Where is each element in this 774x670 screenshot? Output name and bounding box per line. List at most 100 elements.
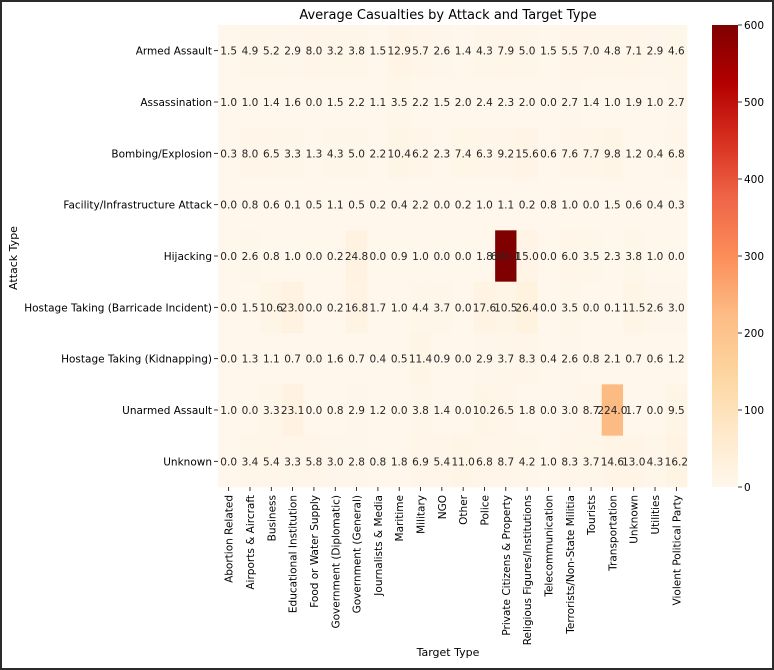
cell-value-label: 2.2 xyxy=(412,200,429,212)
cell-value-label: 0.8 xyxy=(327,405,344,417)
cell-value-label: 14.6 xyxy=(601,456,625,468)
heatmap-cell xyxy=(665,76,688,129)
colorbar-tick-label: 0 xyxy=(744,482,751,494)
cell-value-label: 0.4 xyxy=(647,200,664,212)
cell-value-label: 1.5 xyxy=(540,46,557,58)
heatmap-cell xyxy=(495,76,517,129)
y-tick-label: Hostage Taking (Barricade Incident) xyxy=(24,302,212,314)
cell-value-label: 3.4 xyxy=(242,456,259,468)
heatmap-cell xyxy=(665,230,688,283)
cell-value-label: 3.0 xyxy=(668,302,685,314)
cell-value-label: 1.7 xyxy=(625,405,642,417)
heatmap-cell xyxy=(239,384,262,437)
cell-value-label: 0.0 xyxy=(306,405,323,417)
heatmap-cell xyxy=(537,333,560,385)
x-tick-label: Military xyxy=(416,495,428,534)
heatmap-cell xyxy=(324,384,347,437)
heatmap-cell xyxy=(409,25,432,77)
heatmap-cell xyxy=(580,25,603,77)
cell-value-label: 1.5 xyxy=(604,200,621,212)
heatmap-cell xyxy=(281,230,304,283)
heatmap-cell xyxy=(409,230,432,283)
cell-value-label: 2.7 xyxy=(668,97,685,109)
cell-value-label: 0.1 xyxy=(604,302,621,314)
x-tick-labels: Abortion Related Airports & Aircraft Busin… xyxy=(224,487,683,645)
cell-value-label: 0.0 xyxy=(540,251,557,263)
heatmap-cell xyxy=(345,25,368,77)
cell-value-label: 4.2 xyxy=(519,456,536,468)
heatmap-cell xyxy=(324,281,347,334)
heatmap-cell xyxy=(495,384,517,437)
heatmap-cell xyxy=(324,333,347,385)
x-tick-label: Journalists & Media xyxy=(373,495,385,597)
heatmap-cell xyxy=(409,333,432,385)
cell-value-label: 5.2 xyxy=(263,46,280,58)
cell-value-label: 1.4 xyxy=(433,405,450,417)
cell-value-label: 1.0 xyxy=(540,456,557,468)
heatmap-cell xyxy=(665,127,688,180)
cell-value-label: 0.3 xyxy=(668,200,685,212)
heatmap-cell xyxy=(281,127,304,180)
cell-value-label: 0.5 xyxy=(391,354,408,366)
cell-value-label: 4.6 xyxy=(668,46,685,58)
cell-value-label: 0.0 xyxy=(455,354,472,366)
heatmap-cell xyxy=(644,76,667,129)
cell-value-label: 601.1 xyxy=(491,251,521,263)
cell-value-label: 2.7 xyxy=(561,97,578,109)
cell-value-label: 5.4 xyxy=(263,456,280,468)
cell-value-label: 7.6 xyxy=(561,148,578,160)
heatmap-cell xyxy=(537,384,560,437)
cell-value-label: 16.8 xyxy=(345,302,368,314)
x-tick-label: NGO xyxy=(437,495,449,519)
heatmap-cell xyxy=(409,179,432,231)
heatmap-cell xyxy=(665,435,688,488)
cell-value-label: 3.5 xyxy=(583,251,600,263)
colorbar-tick-label: 300 xyxy=(744,251,764,263)
heatmap-cell xyxy=(303,281,325,334)
heatmap-cell xyxy=(431,333,453,385)
heatmap-cell xyxy=(580,435,603,488)
heatmap-cell xyxy=(537,25,560,77)
cell-value-label: 1.0 xyxy=(242,97,259,109)
heatmap-cell xyxy=(303,25,325,77)
cell-value-label: 5.0 xyxy=(348,148,365,160)
y-tick-label: Bombing/Explosion xyxy=(111,148,212,160)
heatmap-cell xyxy=(537,76,560,129)
heatmap-cell xyxy=(260,281,283,334)
heatmap-cell xyxy=(281,179,304,231)
cell-value-label: 10.5 xyxy=(494,302,517,314)
cell-value-label: 7.0 xyxy=(583,46,600,58)
cell-value-label: 3.5 xyxy=(391,97,408,109)
cell-value-label: 1.8 xyxy=(519,405,536,417)
heatmap-cell xyxy=(260,435,283,488)
heatmap-cell xyxy=(644,25,667,77)
cell-value-label: 2.0 xyxy=(519,97,536,109)
heatmap-cell xyxy=(218,281,240,334)
cell-value-label: 8.7 xyxy=(497,456,514,468)
cell-value-label: 3.0 xyxy=(327,456,344,468)
cell-value-label: 1.2 xyxy=(625,148,642,160)
cell-value-label: 17.6 xyxy=(473,302,497,314)
heatmap-cell xyxy=(665,384,688,437)
heatmap-cell xyxy=(367,333,389,385)
heatmap-cell xyxy=(537,179,560,231)
heatmap-cell xyxy=(324,25,347,77)
heatmap-cell xyxy=(388,281,411,334)
cell-value-label: 1.1 xyxy=(327,200,344,212)
x-tick-label: Government (Diplomatic) xyxy=(330,495,342,629)
colorbar-tick-label: 100 xyxy=(744,405,764,417)
heatmap-cell xyxy=(303,127,325,180)
colorbar-tick-label: 400 xyxy=(744,174,764,186)
cell-value-label: 8.7 xyxy=(583,405,600,417)
cell-value-label: 0.2 xyxy=(327,302,344,314)
heatmap-cell xyxy=(388,384,411,437)
heatmap-cell xyxy=(580,384,603,437)
cell-value-label: 0.0 xyxy=(370,251,387,263)
heatmap-cell xyxy=(537,435,560,488)
x-tick-label: Utilities xyxy=(650,495,662,535)
cell-value-label: 0.0 xyxy=(433,200,450,212)
heatmap-cell xyxy=(644,435,667,488)
heatmap-cell xyxy=(367,281,389,334)
cell-value-label: 1.6 xyxy=(327,354,344,366)
heatmap-cell xyxy=(218,333,240,385)
